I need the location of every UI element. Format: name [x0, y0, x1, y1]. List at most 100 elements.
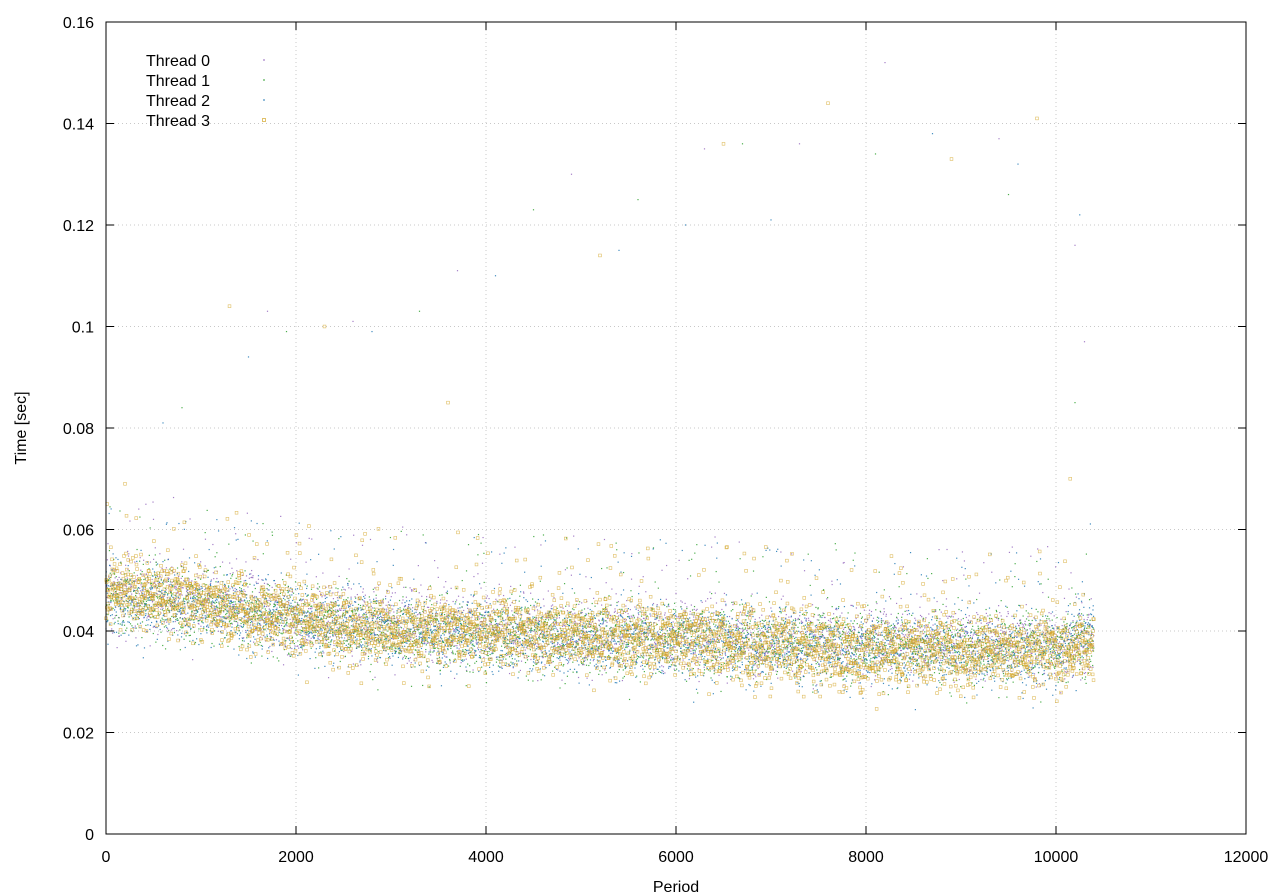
data-point: [568, 649, 570, 651]
data-point: [318, 586, 321, 588]
data-point: [564, 569, 567, 571]
data-point: [173, 601, 175, 604]
data-point: [887, 634, 889, 637]
data-point: [177, 591, 179, 593]
data-point: [109, 572, 111, 574]
data-point: [945, 625, 947, 627]
data-point: [180, 577, 182, 579]
data-point: [259, 589, 262, 591]
data-point: [138, 593, 140, 595]
data-point: [1086, 619, 1088, 621]
data-point: [334, 632, 336, 634]
data-point: [365, 625, 368, 627]
data-point: [526, 621, 528, 623]
data-point: [333, 617, 335, 620]
data-point: [516, 660, 518, 662]
data-point: [875, 632, 877, 635]
data-point: [165, 589, 167, 591]
data-point: [958, 678, 960, 681]
data-point: [425, 621, 427, 623]
data-point: [753, 641, 755, 643]
data-point: [1047, 546, 1049, 548]
data-point: [265, 610, 267, 612]
data-point: [345, 629, 347, 631]
data-point: [530, 658, 532, 661]
data-point: [451, 650, 454, 652]
data-point: [253, 605, 255, 607]
data-point: [244, 600, 246, 602]
data-point: [963, 560, 966, 562]
data-point: [961, 551, 964, 553]
data-point: [537, 621, 539, 624]
data-point: [433, 647, 435, 649]
data-point: [393, 628, 396, 630]
data-point: [414, 666, 416, 668]
data-point: [336, 597, 339, 599]
data-point: [469, 665, 471, 667]
data-point: [332, 634, 334, 637]
data-point: [952, 652, 954, 654]
data-point: [751, 593, 753, 595]
data-point: [821, 635, 824, 637]
data-point: [402, 656, 404, 658]
data-point: [512, 667, 514, 669]
data-point: [332, 592, 334, 594]
data-point: [229, 597, 231, 599]
data-point: [851, 630, 854, 632]
data-point: [507, 607, 510, 609]
data-point: [375, 659, 378, 661]
data-point: [566, 610, 569, 612]
data-point: [482, 617, 484, 619]
data-point: [432, 640, 434, 643]
data-point: [584, 648, 586, 650]
data-point: [209, 582, 212, 584]
data-point: [377, 617, 379, 620]
data-point: [272, 612, 274, 614]
data-point: [219, 565, 221, 568]
data-point: [239, 589, 241, 592]
data-point: [613, 658, 615, 660]
data-point: [1050, 612, 1052, 615]
data-point: [508, 656, 511, 658]
data-point: [375, 602, 378, 605]
data-point: [410, 685, 413, 687]
data-point: [733, 646, 736, 648]
data-point: [485, 682, 488, 684]
data-point: [266, 602, 269, 604]
data-point: [299, 644, 301, 646]
data-point: [797, 618, 799, 621]
data-point: [394, 651, 397, 653]
data-point: [378, 651, 380, 653]
data-point: [1007, 660, 1010, 662]
data-point: [533, 630, 535, 632]
data-point: [442, 608, 444, 610]
data-point: [360, 621, 362, 624]
data-point: [154, 581, 156, 583]
data-point: [1026, 634, 1028, 637]
data-point: [510, 623, 512, 625]
data-point: [418, 600, 421, 602]
data-point: [274, 603, 276, 606]
data-point: [422, 534, 424, 536]
data-point: [370, 663, 372, 666]
data-point: [897, 655, 900, 657]
data-point: [895, 602, 898, 605]
data-point: [333, 644, 335, 647]
data-point: [972, 634, 974, 636]
data-point: [591, 621, 594, 623]
data-point: [343, 588, 345, 591]
data-point: [549, 629, 551, 631]
data-point: [184, 617, 186, 619]
data-point: [147, 591, 150, 593]
data-point: [701, 620, 704, 623]
data-point: [723, 628, 725, 630]
data-point: [770, 607, 772, 609]
data-point: [495, 619, 497, 621]
data-point: [145, 624, 147, 627]
data-point: [805, 619, 807, 621]
data-point: [221, 642, 223, 644]
data-point: [260, 624, 262, 626]
data-point: [275, 585, 277, 587]
data-point: [405, 613, 407, 616]
data-point: [182, 599, 185, 601]
